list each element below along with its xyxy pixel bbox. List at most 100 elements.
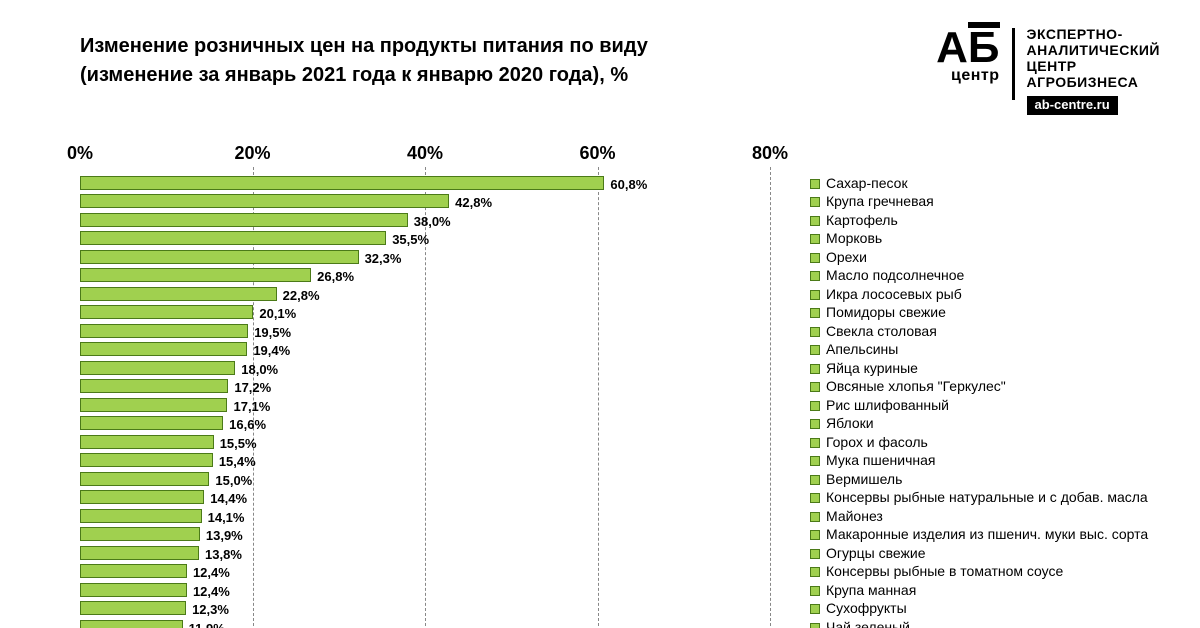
x-axis-tick-label: 80% <box>752 143 788 164</box>
bar-cell: 12,4% <box>80 583 810 597</box>
legend-marker-icon <box>810 290 820 300</box>
bar <box>80 546 199 560</box>
bar-row: 18,0% Яйца куриные <box>80 358 1170 377</box>
legend-label: Крупа манная <box>826 582 916 598</box>
bar-value-label: 12,4% <box>193 565 230 580</box>
legend-label: Апельсины <box>826 341 898 357</box>
logo: АБ центр ЭКСПЕРТНО- АНАЛИТИЧЕСКИЙ ЦЕНТР … <box>936 26 1170 115</box>
bar <box>80 231 386 245</box>
legend-label: Картофель <box>826 212 898 228</box>
bar-row: 42,8%Крупа гречневая <box>80 192 1170 211</box>
title-line-2: (изменение за январь 2021 года к январю … <box>80 61 936 90</box>
legend-item: Яблоки <box>810 415 1170 431</box>
legend-marker-icon <box>810 456 820 466</box>
legend-label: Морковь <box>826 230 882 246</box>
bar <box>80 176 604 190</box>
legend-item: Помидоры свежие <box>810 304 1170 320</box>
bar-row: 15,5%Горох и фасоль <box>80 432 1170 451</box>
bar-cell: 42,8% <box>80 194 810 208</box>
bar <box>80 398 227 412</box>
legend-label: Сахар-песок <box>826 175 908 191</box>
legend-item: Орехи <box>810 249 1170 265</box>
legend-item: Сахар-песок <box>810 175 1170 191</box>
legend-item: Яйца куриные <box>810 360 1170 376</box>
legend-label: Икра лососевых рыб <box>826 286 962 302</box>
bar-cell: 32,3% <box>80 250 810 264</box>
legend-label: Овсяные хлопья "Геркулес" <box>826 378 1006 394</box>
bar-value-label: 19,4% <box>253 343 290 358</box>
bar-row: 11,9%Чай зеленый <box>80 617 1170 628</box>
bar-value-label: 14,4% <box>210 491 247 506</box>
logo-tagline-4: АГРОБИЗНЕСА <box>1027 74 1160 90</box>
bar-value-label: 18,0% <box>241 362 278 377</box>
legend-marker-icon <box>810 382 820 392</box>
bar-cell: 17,2% <box>80 379 810 393</box>
bar-value-label: 14,1% <box>208 510 245 525</box>
legend-marker-icon <box>810 530 820 540</box>
chart-title: Изменение розничных цен на продукты пита… <box>80 26 936 90</box>
bar-value-label: 26,8% <box>317 269 354 284</box>
logo-tagline-3: ЦЕНТР <box>1027 58 1160 74</box>
bar-value-label: 22,8% <box>283 288 320 303</box>
legend-label: Свекла столовая <box>826 323 937 339</box>
bar <box>80 194 449 208</box>
legend-item: Консервы рыбные в томатном соусе <box>810 563 1170 579</box>
legend-label: Консервы рыбные в томатном соусе <box>826 563 1063 579</box>
legend-item: Огурцы свежие <box>810 545 1170 561</box>
bar-row: 12,4% Крупа манная <box>80 580 1170 599</box>
legend-item: Крупа гречневая <box>810 193 1170 209</box>
x-axis-tick-label: 60% <box>579 143 615 164</box>
bar-value-label: 13,8% <box>205 547 242 562</box>
bar-cell: 13,9% <box>80 527 810 541</box>
title-line-1: Изменение розничных цен на продукты пита… <box>80 32 936 61</box>
chart-area: 0%20%40%60%80% 60,8%Сахар-песок42,8%Круп… <box>80 143 1170 628</box>
bar-cell: 13,8% <box>80 546 810 560</box>
logo-url: ab-centre.ru <box>1027 96 1118 115</box>
bar-row: 22,8% Икра лососевых рыб <box>80 284 1170 303</box>
bar-cell: 14,4% <box>80 490 810 504</box>
legend-label: Масло подсолнечное <box>826 267 964 283</box>
legend-marker-icon <box>810 586 820 596</box>
legend-label: Орехи <box>826 249 867 265</box>
bar <box>80 527 200 541</box>
bar-value-label: 12,4% <box>193 584 230 599</box>
bar <box>80 379 228 393</box>
legend-marker-icon <box>810 327 820 337</box>
bar-row: 15,0%Вермишель <box>80 469 1170 488</box>
bar <box>80 509 202 523</box>
legend-label: Рис шлифованный <box>826 397 949 413</box>
legend-marker-icon <box>810 438 820 448</box>
legend-item: Овсяные хлопья "Геркулес" <box>810 378 1170 394</box>
bar-row: 13,9% Макаронные изделия из пшенич. муки … <box>80 525 1170 544</box>
legend-marker-icon <box>810 512 820 522</box>
bar-value-label: 11,9% <box>189 621 225 628</box>
legend-marker-icon <box>810 308 820 318</box>
bar-row: 35,5% Морковь <box>80 229 1170 248</box>
legend-item: Апельсины <box>810 341 1170 357</box>
legend-label: Огурцы свежие <box>826 545 925 561</box>
legend-marker-icon <box>810 604 820 614</box>
bar <box>80 213 408 227</box>
bar <box>80 620 183 628</box>
legend-marker-icon <box>810 197 820 207</box>
bar-value-label: 19,5% <box>254 325 291 340</box>
legend-label: Майонез <box>826 508 883 524</box>
bar <box>80 305 253 319</box>
bar-value-label: 35,5% <box>392 232 429 247</box>
legend-label: Макаронные изделия из пшенич. муки выс. … <box>826 526 1148 542</box>
bar-value-label: 17,2% <box>234 380 271 395</box>
x-axis: 0%20%40%60%80% <box>80 143 1170 167</box>
bar <box>80 342 247 356</box>
bar-value-label: 15,4% <box>219 454 256 469</box>
bar-value-label: 15,5% <box>220 436 257 451</box>
bar-row: 26,8% Масло подсолнечное <box>80 266 1170 285</box>
legend-item: Икра лососевых рыб <box>810 286 1170 302</box>
x-axis-tick-label: 40% <box>407 143 443 164</box>
bar-row: 14,4%Консервы рыбные натуральные и с доб… <box>80 488 1170 507</box>
logo-tagline-2: АНАЛИТИЧЕСКИЙ <box>1027 42 1160 58</box>
bar-row: 17,2% Овсяные хлопья "Геркулес" <box>80 377 1170 396</box>
bar <box>80 490 204 504</box>
legend-item: Рис шлифованный <box>810 397 1170 413</box>
bar-row: 60,8%Сахар-песок <box>80 173 1170 192</box>
legend-marker-icon <box>810 623 820 628</box>
